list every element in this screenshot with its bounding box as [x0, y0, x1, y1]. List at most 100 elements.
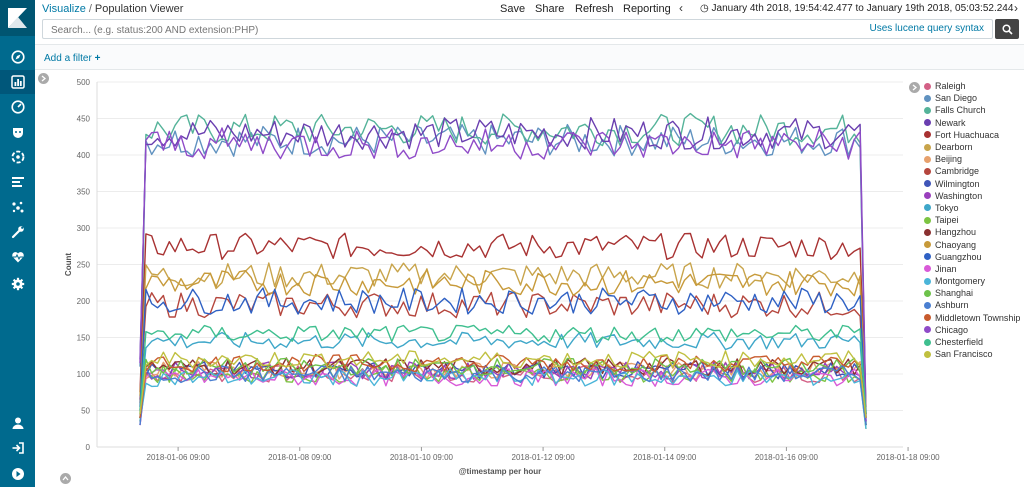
legend-label: San Diego [935, 93, 978, 104]
legend-item[interactable]: Guangzhou [924, 251, 1020, 263]
plus-icon: + [94, 53, 101, 64]
legend-item[interactable]: Hangzhou [924, 226, 1020, 238]
user-icon[interactable] [0, 411, 35, 435]
series-line[interactable] [139, 112, 867, 426]
y-tick-label: 50 [81, 407, 90, 416]
legend-color-dot [924, 94, 931, 102]
breadcrumb: Visualize / Population Viewer [42, 3, 183, 15]
x-tick-label: 2018-01-16 09:00 [755, 453, 819, 462]
legend-label: Ashburn [935, 300, 969, 311]
legend-item[interactable]: Cambridge [924, 165, 1020, 177]
series-line[interactable] [139, 127, 867, 422]
legend-color-dot [924, 192, 931, 200]
expand-sidebar-icon[interactable] [38, 73, 49, 84]
legend-item[interactable]: Falls Church [924, 104, 1020, 116]
legend-item[interactable]: Shanghai [924, 287, 1020, 299]
series-line[interactable] [139, 116, 867, 415]
legend-color-dot [924, 314, 931, 322]
legend-item[interactable]: Washington [924, 190, 1020, 202]
legend-item[interactable]: Beijing [924, 153, 1020, 165]
collapse-nav-icon[interactable] [0, 462, 35, 486]
legend-item[interactable]: Wilmington [924, 178, 1020, 190]
legend-color-dot [924, 228, 931, 236]
monitoring-icon[interactable] [0, 245, 35, 269]
dashboard-icon[interactable] [0, 95, 35, 119]
refresh-button[interactable]: Refresh [575, 3, 614, 15]
kibana-logo[interactable] [0, 0, 35, 36]
legend-label: Cambridge [935, 166, 980, 177]
legend-color-dot [924, 180, 931, 188]
legend-item[interactable]: Jinan [924, 263, 1020, 275]
collapse-editor-icon[interactable] [60, 473, 71, 484]
legend-item[interactable]: Fort Huachuaca [924, 129, 1020, 141]
legend-color-dot [924, 155, 931, 163]
series-line[interactable] [139, 350, 867, 418]
series-line[interactable] [139, 291, 867, 418]
y-tick-label: 150 [77, 334, 91, 343]
legend-item[interactable]: Chicago [924, 324, 1020, 336]
series-line[interactable] [139, 324, 867, 415]
legend-item[interactable]: San Francisco [924, 348, 1020, 360]
save-button[interactable]: Save [500, 3, 526, 15]
ml-icon[interactable] [0, 170, 35, 194]
graph-icon[interactable] [0, 195, 35, 219]
reporting-button[interactable]: Reporting [623, 3, 671, 15]
time-back-chevron-icon[interactable]: ‹ [679, 1, 683, 15]
time-range-picker[interactable]: ◷ January 4th 2018, 19:54:42.477 to Janu… [700, 3, 1013, 14]
legend-color-dot [924, 82, 931, 90]
series-line[interactable] [139, 368, 867, 429]
legend-item[interactable]: Dearborn [924, 141, 1020, 153]
legend-item[interactable]: Raleigh [924, 80, 1020, 92]
legend-item[interactable]: Chesterfield [924, 336, 1020, 348]
legend-item[interactable]: Newark [924, 117, 1020, 129]
series-line[interactable] [139, 353, 867, 418]
legend-label: Wilmington [935, 178, 980, 189]
legend-toggle-icon[interactable] [909, 82, 920, 93]
series-line[interactable] [139, 232, 867, 418]
y-tick-label: 0 [86, 443, 91, 452]
legend-item[interactable]: Middletown Township [924, 312, 1020, 324]
y-axis-label: Count [64, 253, 73, 276]
devtools-icon[interactable] [0, 220, 35, 244]
legend-color-dot [924, 131, 931, 139]
legend-item[interactable]: Taipei [924, 214, 1020, 226]
y-tick-label: 450 [77, 115, 91, 124]
legend-label: Beijing [935, 154, 963, 165]
logout-icon[interactable] [0, 436, 35, 460]
legend-item[interactable]: Ashburn [924, 299, 1020, 311]
management-icon[interactable] [0, 272, 35, 296]
x-tick-label: 2018-01-08 09:00 [268, 453, 332, 462]
series-line[interactable] [139, 287, 867, 426]
series-line[interactable] [139, 269, 867, 415]
series-line[interactable] [139, 262, 867, 407]
legend-label: Taipei [935, 215, 959, 226]
query-bar: Uses lucene query syntax [35, 18, 1024, 44]
series-line[interactable] [139, 364, 867, 426]
legend-color-dot [924, 204, 931, 212]
add-filter-button[interactable]: Add a filter + [44, 53, 100, 64]
visualize-icon[interactable] [0, 70, 35, 94]
timelion-icon[interactable] [0, 120, 35, 144]
search-button[interactable] [995, 19, 1019, 39]
legend-item[interactable]: San Diego [924, 92, 1020, 104]
lucene-syntax-link[interactable]: Uses lucene query syntax [869, 23, 984, 34]
legend-label: Montgomery [935, 276, 986, 287]
series-line[interactable] [139, 331, 867, 422]
x-tick-label: 2018-01-14 09:00 [633, 453, 697, 462]
search-input[interactable] [43, 21, 543, 40]
legend-label: Shanghai [935, 288, 974, 299]
legend-item[interactable]: Montgomery [924, 275, 1020, 287]
discover-icon[interactable] [0, 45, 35, 69]
legend-color-dot [924, 301, 931, 309]
apm-icon[interactable] [0, 145, 35, 169]
legend-label: Chicago [935, 324, 969, 335]
kibana-logo-icon [8, 8, 27, 28]
time-forward-chevron-icon[interactable]: › [1014, 1, 1018, 15]
legend-item[interactable]: Tokyo [924, 202, 1020, 214]
clock-icon: ◷ [700, 3, 709, 14]
legend-item[interactable]: Chaoyang [924, 238, 1020, 250]
breadcrumb-visualize-link[interactable]: Visualize [42, 3, 86, 15]
share-button[interactable]: Share [535, 3, 565, 15]
legend-label: Chesterfield [935, 337, 984, 348]
chart-legend: Raleigh San Diego Falls Church Newark Fort H… [924, 80, 1020, 360]
